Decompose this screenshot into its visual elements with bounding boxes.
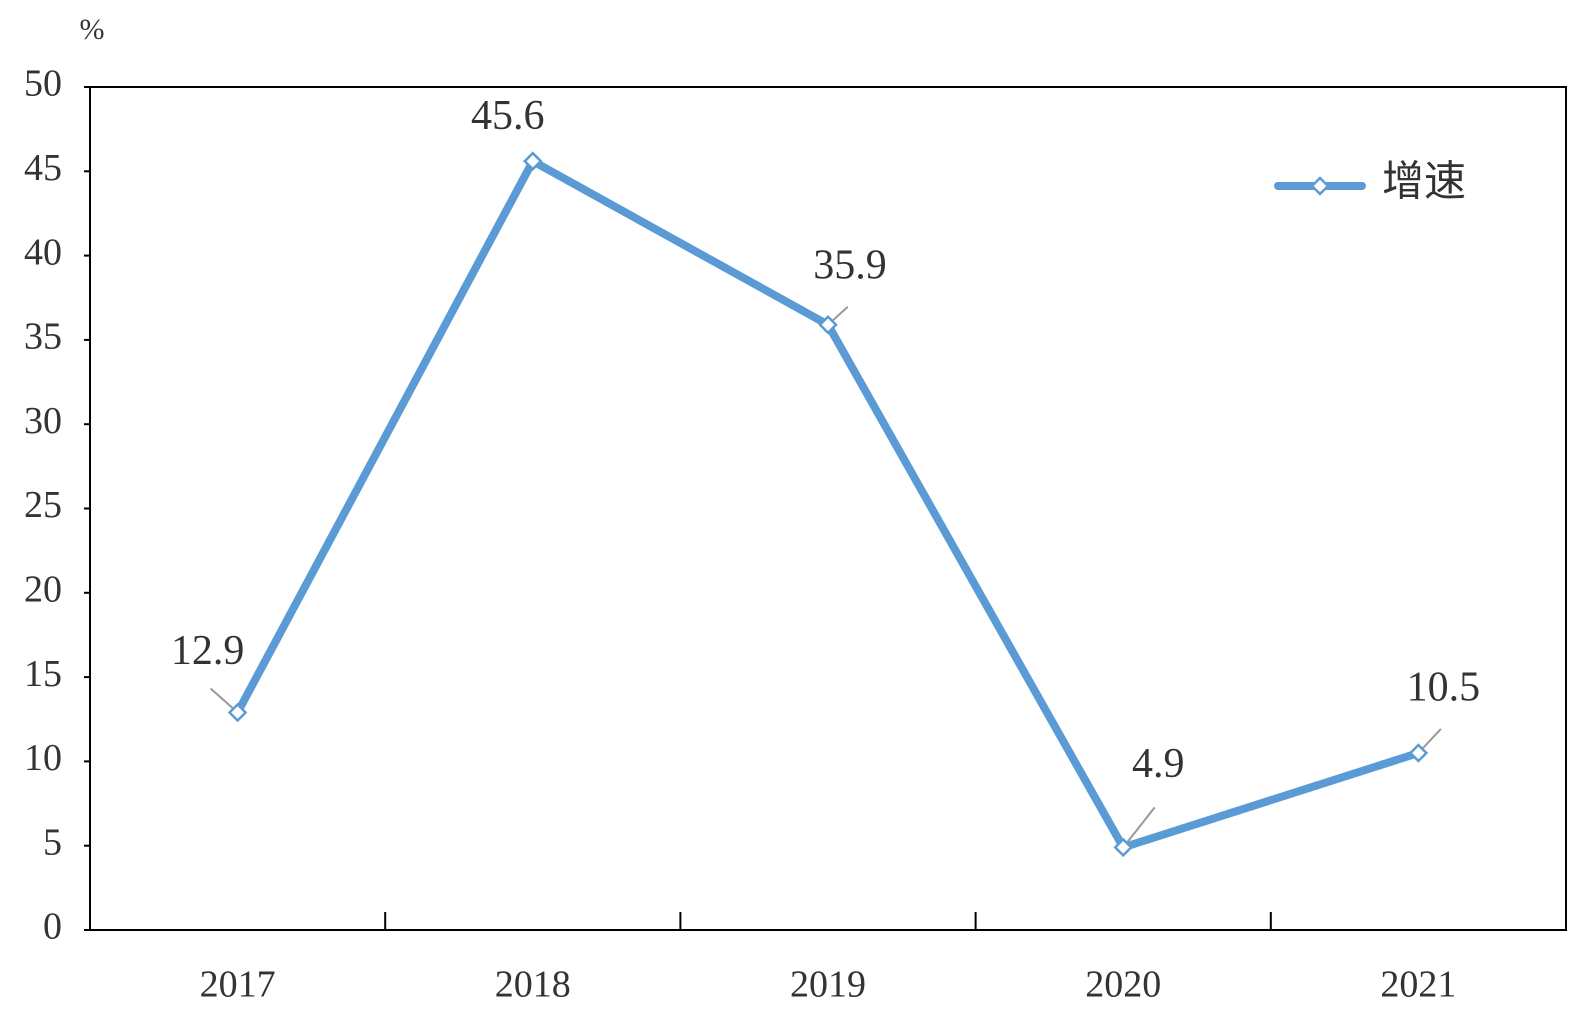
data-label: 12.9	[171, 628, 245, 674]
y-tick-label: 25	[24, 484, 62, 526]
data-label: 45.6	[471, 93, 545, 139]
y-tick-label: 5	[43, 821, 62, 863]
marker	[818, 314, 838, 335]
y-tick-label: 50	[24, 63, 62, 105]
y-tick-label: 45	[24, 147, 62, 189]
x-tick-label: 2019	[790, 964, 866, 1006]
marker	[1408, 743, 1429, 763]
y-tick-label: 20	[24, 569, 62, 611]
y-tick-label: 0	[43, 906, 62, 948]
data-label: 10.5	[1407, 665, 1481, 711]
legend-label: 增速	[1382, 160, 1466, 206]
marker	[523, 151, 543, 171]
marker	[227, 702, 248, 723]
plot-frame	[89, 86, 1567, 931]
data-label: 4.9	[1132, 741, 1185, 787]
leader-line	[1122, 806, 1156, 849]
y-tick-label: 35	[24, 316, 62, 358]
y-tick-label: 10	[24, 737, 62, 779]
x-tick-label: 2021	[1380, 964, 1456, 1006]
x-tick-label: 2018	[495, 964, 571, 1006]
data-label: 35.9	[813, 242, 887, 288]
x-tick-label: 2017	[200, 964, 276, 1006]
y-tick-label: 40	[24, 231, 62, 273]
y-tick-label: 15	[24, 653, 62, 695]
y-tick-label: 30	[24, 400, 62, 442]
x-tick-label: 2020	[1085, 964, 1161, 1006]
marker	[1113, 837, 1133, 858]
y-unit: %	[80, 13, 105, 46]
legend-marker	[1310, 176, 1330, 196]
